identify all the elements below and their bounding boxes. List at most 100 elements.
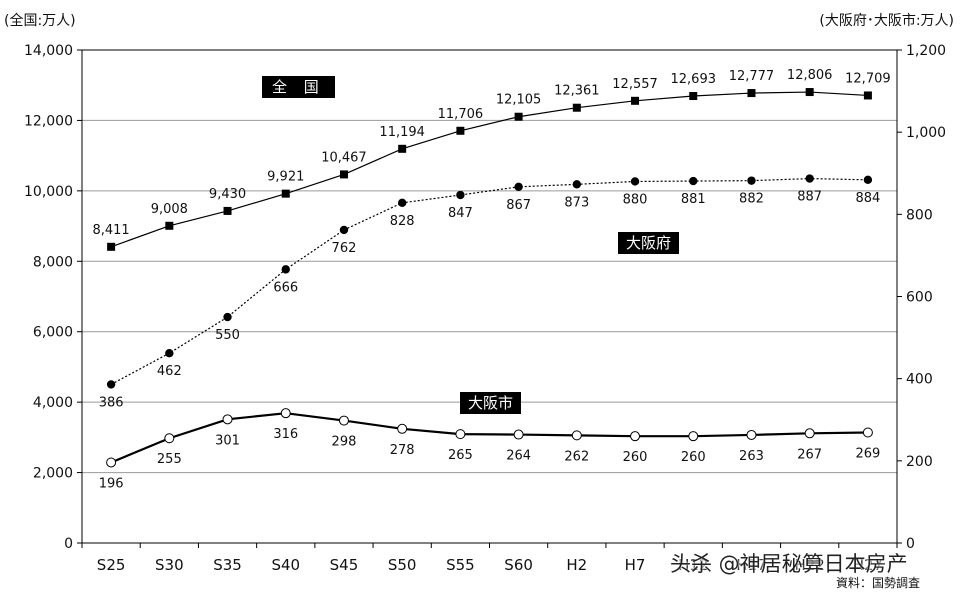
data-label: 12,693 xyxy=(671,72,717,87)
data-point-osaka-prefecture xyxy=(630,177,640,186)
data-label: 386 xyxy=(99,395,124,410)
data-point-osaka-prefecture xyxy=(747,176,756,185)
data-label: 12,361 xyxy=(554,84,600,99)
data-point-osaka-prefecture xyxy=(805,174,814,183)
data-label: 12,557 xyxy=(612,77,658,92)
x-axis-tick-label: S50 xyxy=(388,556,417,574)
data-point-national xyxy=(281,189,290,198)
data-label: 9,430 xyxy=(209,187,246,202)
x-axis-tick-label: S30 xyxy=(155,556,184,574)
data-point-osaka-city xyxy=(513,429,524,440)
left-axis-tick-label: 8,000 xyxy=(33,254,73,270)
data-label: 847 xyxy=(448,206,473,221)
data-point-national xyxy=(747,89,756,98)
data-label: 12,777 xyxy=(729,69,775,84)
data-label: 887 xyxy=(797,190,822,205)
series-line-0 xyxy=(110,91,868,248)
data-point-national xyxy=(631,96,640,105)
right-axis-tick-label: 0 xyxy=(906,536,915,552)
data-label: 298 xyxy=(332,435,357,450)
data-label: 262 xyxy=(564,449,589,464)
data-label: 316 xyxy=(273,427,298,442)
data-label: 12,709 xyxy=(845,71,891,86)
data-point-osaka-city xyxy=(571,430,582,441)
data-label: 10,467 xyxy=(321,150,367,165)
data-label: 873 xyxy=(564,195,589,210)
x-axis-tick-label: H2 xyxy=(566,556,587,574)
data-point-osaka-city xyxy=(280,408,291,419)
left-axis-tick-label: 12,000 xyxy=(24,113,73,129)
left-axis-tick-label: 10,000 xyxy=(24,184,73,200)
data-point-national xyxy=(572,103,581,112)
data-label: 255 xyxy=(157,452,182,467)
data-label: 301 xyxy=(215,433,240,448)
data-point-osaka-city xyxy=(106,457,117,468)
data-label: 11,706 xyxy=(438,107,484,122)
data-point-osaka-prefecture xyxy=(863,175,873,185)
data-point-national xyxy=(863,91,872,100)
data-point-osaka-city xyxy=(164,433,175,444)
data-point-national xyxy=(165,221,174,230)
x-axis-tick-label: H12 xyxy=(678,556,708,574)
x-axis-tick-label: S40 xyxy=(271,556,300,574)
data-label: 12,105 xyxy=(496,93,542,108)
x-axis-tick-label: S35 xyxy=(213,556,242,574)
data-label: 9,921 xyxy=(267,170,304,185)
data-point-osaka-city xyxy=(746,429,757,440)
right-axis-tick-label: 600 xyxy=(906,290,933,306)
x-axis-tick-label: H27 xyxy=(853,556,883,574)
data-label: 12,806 xyxy=(787,68,833,83)
x-axis-tick-label: S60 xyxy=(504,556,533,574)
right-axis-unit: (大阪府･大阪市:万人) xyxy=(819,13,954,29)
right-axis-tick-label: 800 xyxy=(906,207,933,223)
data-label: 550 xyxy=(215,328,240,343)
data-point-osaka-city xyxy=(455,429,466,440)
data-point-osaka-prefecture xyxy=(281,265,290,274)
data-point-national xyxy=(456,126,465,135)
data-point-national xyxy=(689,92,698,101)
data-point-national xyxy=(514,112,523,121)
left-axis-tick-label: 4,000 xyxy=(33,395,73,411)
data-label: 882 xyxy=(739,192,764,207)
data-point-osaka-prefecture xyxy=(106,380,116,389)
data-label: 265 xyxy=(448,448,473,463)
data-label: 260 xyxy=(623,450,648,465)
data-point-osaka-prefecture xyxy=(339,225,349,235)
right-axis-tick-label: 1,000 xyxy=(906,125,946,141)
data-point-national xyxy=(398,144,407,153)
left-axis-tick-label: 2,000 xyxy=(33,466,73,482)
data-label: 8,411 xyxy=(92,223,129,238)
x-axis-tick-label: H22 xyxy=(794,556,824,574)
data-label: 278 xyxy=(390,443,415,458)
data-label: 267 xyxy=(797,447,822,462)
data-point-osaka-prefecture xyxy=(572,180,582,189)
x-axis-tick-label: S25 xyxy=(97,556,126,574)
data-label: 11,194 xyxy=(379,125,425,140)
data-point-national xyxy=(223,206,232,215)
left-axis-tick-label: 14,000 xyxy=(24,43,73,59)
x-axis-tick-label: H17 xyxy=(736,556,766,574)
data-point-osaka-prefecture xyxy=(223,312,232,322)
data-label: 260 xyxy=(681,450,706,465)
series-line-2 xyxy=(110,412,868,464)
series-line-1 xyxy=(110,177,868,385)
data-point-osaka-city xyxy=(688,431,699,442)
data-point-osaka-prefecture xyxy=(689,176,698,186)
source-note: 資料：国勢調査 xyxy=(836,574,921,591)
data-label: 762 xyxy=(332,241,357,256)
data-label: 462 xyxy=(157,364,182,379)
data-label: 9,008 xyxy=(151,202,188,217)
data-label: 884 xyxy=(855,191,880,206)
data-point-osaka-prefecture xyxy=(514,182,523,192)
data-label: 196 xyxy=(99,476,124,491)
data-point-osaka-city xyxy=(862,427,873,438)
data-label: 263 xyxy=(739,449,764,464)
data-point-osaka-prefecture xyxy=(456,190,465,200)
x-axis-tick-label: H7 xyxy=(625,556,646,574)
data-label: 269 xyxy=(855,446,880,461)
right-axis-tick-label: 400 xyxy=(906,372,933,388)
data-point-osaka-city xyxy=(222,414,233,425)
data-point-national xyxy=(805,88,814,97)
series-tag-osaka-city: 大阪市 xyxy=(460,392,522,414)
